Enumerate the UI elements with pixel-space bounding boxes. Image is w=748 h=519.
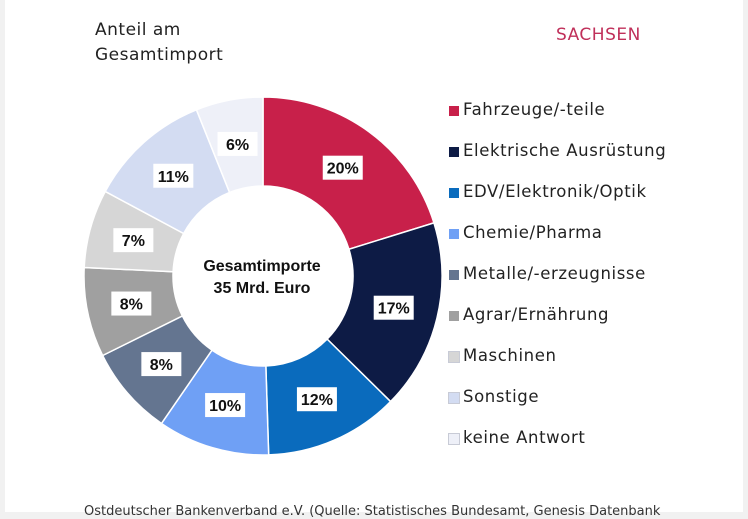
data-label-bg-1 — [373, 295, 414, 320]
data-label-1: 17% — [378, 301, 410, 318]
data-label-bg-2 — [296, 387, 337, 412]
data-label-8: 6% — [226, 137, 249, 154]
data-label-7: 11% — [158, 169, 189, 186]
data-label-bg-4 — [141, 352, 182, 377]
region-label: SACHSEN — [556, 25, 641, 45]
center-label-value: 35 Mrd. Euro — [214, 280, 311, 297]
data-label-bg-5 — [111, 291, 152, 316]
legend-label: EDV/Elektronik/Optik — [463, 182, 647, 201]
legend-swatch — [449, 147, 459, 157]
legend-label: Chemie/Pharma — [463, 223, 603, 242]
data-label-5: 8% — [120, 297, 143, 314]
legend-swatch — [448, 433, 460, 445]
data-label-bg-8 — [217, 131, 258, 156]
legend-swatch — [448, 392, 460, 404]
legend-label: Elektrische Ausrüstung — [463, 141, 667, 160]
data-label-2: 12% — [301, 392, 333, 409]
legend-swatch — [449, 188, 459, 198]
legend-label: Maschinen — [463, 346, 557, 365]
chart-subtitle: Anteil am Gesamtimport — [95, 20, 224, 65]
legend-label: keine Antwort — [463, 428, 586, 447]
legend-label: Agrar/Ernährung — [463, 305, 610, 324]
legend-label: Sonstige — [463, 387, 540, 406]
data-label-0: 20% — [327, 161, 359, 178]
legend-label: Fahrzeuge/-teile — [463, 100, 606, 119]
legend-swatch — [448, 351, 460, 363]
legend-swatch — [449, 270, 459, 280]
legend-swatch — [449, 311, 459, 321]
legend-swatch — [449, 106, 459, 116]
data-label-4: 8% — [150, 357, 173, 374]
data-label-bg-6 — [113, 228, 154, 253]
data-label-6: 7% — [122, 233, 145, 250]
center-label-title: Gesamtimporte — [203, 258, 320, 275]
data-label-3: 10% — [209, 398, 241, 415]
legend-label: Metalle/-erzeugnisse — [463, 264, 646, 283]
data-label-bg-0 — [322, 155, 363, 180]
legend-swatch — [449, 229, 459, 239]
data-label-bg-3 — [205, 393, 246, 418]
data-label-bg-7 — [153, 163, 194, 188]
